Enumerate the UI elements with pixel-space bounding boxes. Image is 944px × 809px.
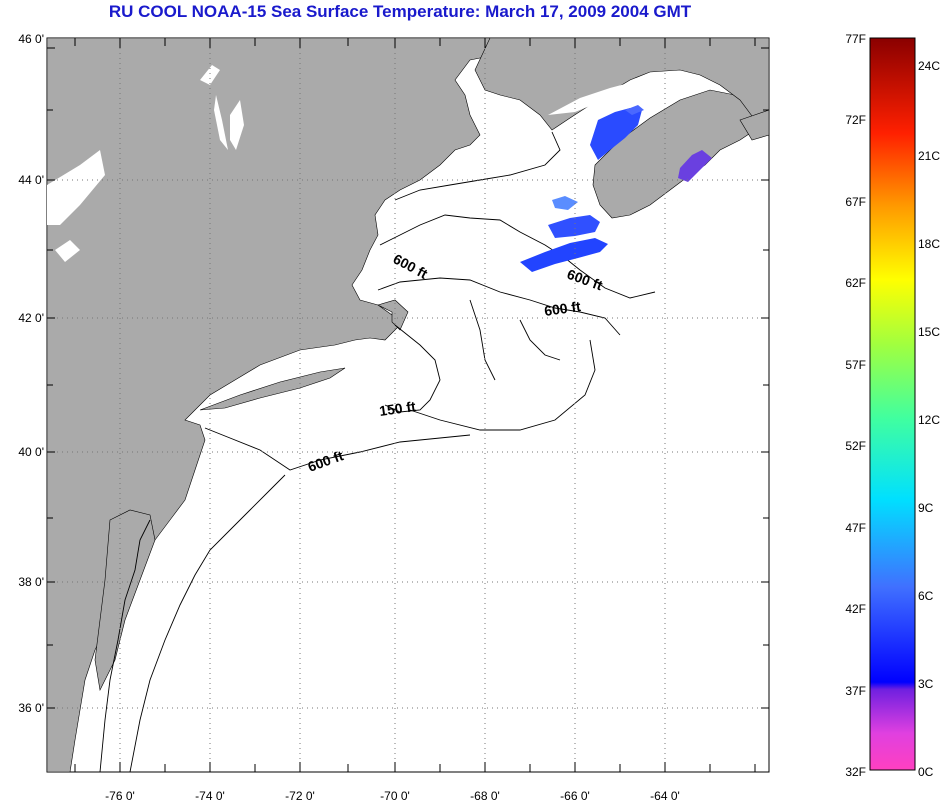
contour-label: 600 ft xyxy=(543,298,582,319)
lon-label: -66 0' xyxy=(560,789,590,803)
f-label: 67F xyxy=(845,195,866,209)
lon-label: -68 0' xyxy=(470,789,500,803)
c-label: 6C xyxy=(918,589,934,603)
sst-data-layer xyxy=(520,105,712,272)
c-label: 3C xyxy=(918,677,934,691)
c-label: 9C xyxy=(918,501,934,515)
nova-scotia xyxy=(592,89,759,219)
f-label: 42F xyxy=(845,602,866,616)
c-label: 24C xyxy=(918,59,940,73)
f-label: 62F xyxy=(845,276,866,290)
map-title: RU COOL NOAA-15 Sea Surface Temperature:… xyxy=(108,2,692,21)
graticule xyxy=(47,38,769,772)
long-island xyxy=(199,367,346,411)
cape-breton xyxy=(739,109,770,141)
f-label: 77F xyxy=(845,32,866,46)
axis-ticks xyxy=(47,38,769,772)
land-layer xyxy=(46,37,770,773)
lat-label: 44 0' xyxy=(18,173,44,187)
lat-label: 38 0' xyxy=(18,575,44,589)
lon-label: -74 0' xyxy=(195,789,225,803)
contour-label: 150 ft xyxy=(378,398,417,419)
lakes-layer xyxy=(47,65,665,262)
lon-label: -72 0' xyxy=(285,789,315,803)
colorbar-gradient xyxy=(869,37,916,771)
lat-label: 46 0' xyxy=(18,32,44,46)
isobath-contours xyxy=(99,131,656,773)
f-label: 47F xyxy=(845,521,866,535)
fahrenheit-labels: 77F 72F 67F 62F 57F 52F 47F 42F 37F 32F xyxy=(845,32,866,779)
lat-label: 42 0' xyxy=(18,311,44,325)
latitude-labels: 46 0' 44 0' 42 0' 40 0' 38 0' 36 0' xyxy=(18,32,44,715)
lat-label: 36 0' xyxy=(18,701,44,715)
c-label: 15C xyxy=(918,325,940,339)
c-label: 0C xyxy=(918,765,934,779)
f-label: 37F xyxy=(845,684,866,698)
sst-map: 46 0' 44 0' 42 0' 40 0' 38 0' 36 0' -76 … xyxy=(18,32,770,803)
lon-label: -76 0' xyxy=(105,789,135,803)
lon-label: -70 0' xyxy=(380,789,410,803)
longitude-labels: -76 0' -74 0' -72 0' -70 0' -68 0' -66 0… xyxy=(105,789,680,803)
cape-cod xyxy=(377,299,409,331)
celsius-labels: 24C 21C 18C 15C 12C 9C 6C 3C 0C xyxy=(918,59,940,779)
lon-label: -64 0' xyxy=(650,789,680,803)
c-label: 21C xyxy=(918,149,940,163)
f-label: 32F xyxy=(845,765,866,779)
c-label: 18C xyxy=(918,237,940,251)
c-label: 12C xyxy=(918,413,940,427)
f-label: 52F xyxy=(845,439,866,453)
f-label: 57F xyxy=(845,358,866,372)
temperature-colorbar: 77F 72F 67F 62F 57F 52F 47F 42F 37F 32F … xyxy=(845,32,940,779)
lat-label: 40 0' xyxy=(18,445,44,459)
f-label: 72F xyxy=(845,113,866,127)
